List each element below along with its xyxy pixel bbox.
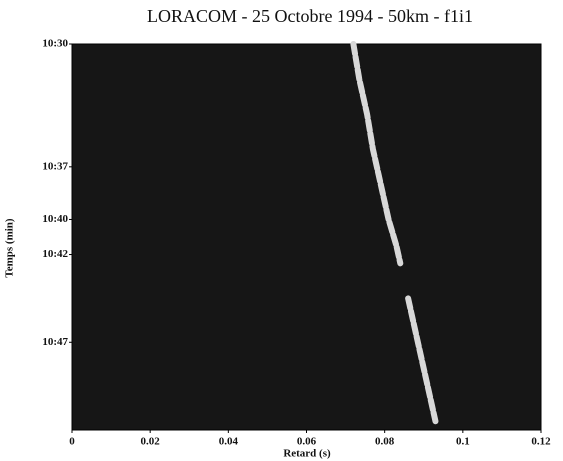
x-tick-label: 0.12 — [531, 436, 551, 448]
x-tick-label: 0 — [69, 436, 75, 448]
x-tick-label: 0.04 — [219, 436, 239, 448]
x-tick-label: 0.08 — [375, 436, 395, 448]
y-tick-label: 10:47 — [42, 336, 68, 348]
y-tick-label: 10:30 — [42, 38, 68, 50]
x-tick-label: 0.1 — [456, 436, 470, 448]
y-tick-label: 10:42 — [42, 248, 68, 260]
y-axis-label: Temps (min) — [4, 218, 16, 278]
y-tick-label: 10:40 — [42, 213, 68, 225]
y-tick-label: 10:37 — [42, 160, 68, 172]
chart-title: LORACOM - 25 Octobre 1994 - 50km - f1i1 — [147, 6, 473, 26]
x-axis-label: Retard (s) — [283, 448, 331, 460]
plot-area — [71, 43, 542, 431]
x-tick-label: 0.02 — [141, 436, 161, 448]
trace — [350, 41, 439, 425]
x-tick-label: 0.06 — [297, 436, 317, 448]
